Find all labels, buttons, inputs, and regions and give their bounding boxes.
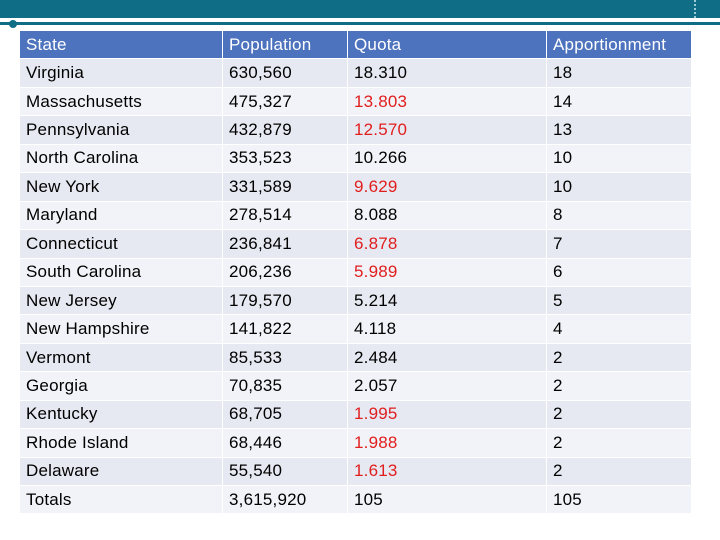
decorative-dots bbox=[694, 0, 712, 18]
cell-state: Connecticut bbox=[19, 229, 223, 259]
cell-apportionment: 13 bbox=[546, 115, 692, 145]
cell-population: 85,533 bbox=[222, 342, 348, 373]
table-row: Kentucky 68,705 1.995 2 bbox=[19, 399, 692, 430]
cell-population: 630,560 bbox=[222, 58, 348, 88]
apportionment-table: State Population Quota Apportionment Vir… bbox=[19, 29, 692, 515]
table-row: South Carolina 206,236 5.989 6 bbox=[19, 257, 692, 287]
cell-population: 68,446 bbox=[222, 428, 348, 458]
cell-population: 353,523 bbox=[222, 143, 348, 174]
table-row-totals: Totals 3,615,920 105 105 bbox=[19, 484, 692, 515]
cell-population: 68,705 bbox=[222, 399, 348, 430]
cell-state: New Hampshire bbox=[19, 314, 223, 344]
cell-population: 206,236 bbox=[222, 257, 348, 287]
cell-population: 475,327 bbox=[222, 86, 348, 117]
table-row: Massachusetts 475,327 13.803 14 bbox=[19, 86, 692, 117]
cell-apportionment: 10 bbox=[546, 143, 692, 174]
table-row: Vermont 85,533 2.484 2 bbox=[19, 342, 692, 373]
cell-quota: 5.989 bbox=[347, 257, 547, 287]
cell-state: South Carolina bbox=[19, 257, 223, 287]
cell-state: Georgia bbox=[19, 371, 223, 401]
table-row: Virginia 630,560 18.310 18 bbox=[19, 58, 692, 88]
table-row: Connecticut 236,841 6.878 7 bbox=[19, 229, 692, 259]
slide-top-band bbox=[0, 0, 720, 18]
cell-apportionment: 4 bbox=[546, 314, 692, 344]
cell-quota: 2.484 bbox=[347, 342, 547, 373]
cell-apportionment: 2 bbox=[546, 456, 692, 487]
header-apportionment: Apportionment bbox=[546, 29, 692, 60]
cell-population: 236,841 bbox=[222, 229, 348, 259]
cell-quota: 5.214 bbox=[347, 285, 547, 316]
cell-quota: 1.988 bbox=[347, 428, 547, 458]
table-row: Rhode Island 68,446 1.988 2 bbox=[19, 428, 692, 458]
table-row: Georgia 70,835 2.057 2 bbox=[19, 371, 692, 401]
cell-population: 55,540 bbox=[222, 456, 348, 487]
cell-quota: 8.088 bbox=[347, 200, 547, 231]
cell-apportionment: 6 bbox=[546, 257, 692, 287]
header-state: State bbox=[19, 29, 223, 60]
cell-quota: 13.803 bbox=[347, 86, 547, 117]
cell-population: 432,879 bbox=[222, 115, 348, 145]
table-header-row: State Population Quota Apportionment bbox=[19, 29, 692, 60]
table-row: North Carolina 353,523 10.266 10 bbox=[19, 143, 692, 174]
cell-state: New Jersey bbox=[19, 285, 223, 316]
header-quota: Quota bbox=[347, 29, 547, 60]
table-row: Maryland 278,514 8.088 8 bbox=[19, 200, 692, 231]
cell-apportionment: 105 bbox=[546, 484, 692, 515]
cell-state: Massachusetts bbox=[19, 86, 223, 117]
table-row: New Jersey 179,570 5.214 5 bbox=[19, 285, 692, 316]
cell-population: 278,514 bbox=[222, 200, 348, 231]
table-row: Pennsylvania 432,879 12.570 13 bbox=[19, 115, 692, 145]
cell-population: 141,822 bbox=[222, 314, 348, 344]
slide-top-rule bbox=[0, 22, 720, 25]
cell-state: Pennsylvania bbox=[19, 115, 223, 145]
cell-population: 331,589 bbox=[222, 172, 348, 202]
cell-quota: 18.310 bbox=[347, 58, 547, 88]
cell-quota: 2.057 bbox=[347, 371, 547, 401]
cell-state: Maryland bbox=[19, 200, 223, 231]
table-row: Delaware 55,540 1.613 2 bbox=[19, 456, 692, 487]
cell-apportionment: 2 bbox=[546, 428, 692, 458]
cell-quota: 6.878 bbox=[347, 229, 547, 259]
cell-state: Rhode Island bbox=[19, 428, 223, 458]
cell-apportionment: 5 bbox=[546, 285, 692, 316]
cell-quota: 10.266 bbox=[347, 143, 547, 174]
cell-quota: 4.118 bbox=[347, 314, 547, 344]
cell-quota: 12.570 bbox=[347, 115, 547, 145]
cell-quota: 1.995 bbox=[347, 399, 547, 430]
cell-apportionment: 7 bbox=[546, 229, 692, 259]
cell-apportionment: 2 bbox=[546, 371, 692, 401]
cell-quota: 9.629 bbox=[347, 172, 547, 202]
cell-state: Vermont bbox=[19, 342, 223, 373]
cell-state: Virginia bbox=[19, 58, 223, 88]
cell-state: Totals bbox=[19, 484, 223, 515]
cell-population: 3,615,920 bbox=[222, 484, 348, 515]
cell-population: 70,835 bbox=[222, 371, 348, 401]
cell-state: Delaware bbox=[19, 456, 223, 487]
cell-apportionment: 18 bbox=[546, 58, 692, 88]
cell-state: New York bbox=[19, 172, 223, 202]
cell-apportionment: 8 bbox=[546, 200, 692, 231]
slide-bullet-icon bbox=[9, 20, 17, 28]
cell-state: North Carolina bbox=[19, 143, 223, 174]
header-population: Population bbox=[222, 29, 348, 60]
cell-population: 179,570 bbox=[222, 285, 348, 316]
cell-apportionment: 10 bbox=[546, 172, 692, 202]
cell-quota: 1.613 bbox=[347, 456, 547, 487]
cell-apportionment: 2 bbox=[546, 399, 692, 430]
cell-state: Kentucky bbox=[19, 399, 223, 430]
table-row: New York 331,589 9.629 10 bbox=[19, 172, 692, 202]
cell-apportionment: 14 bbox=[546, 86, 692, 117]
cell-apportionment: 2 bbox=[546, 342, 692, 373]
cell-quota: 105 bbox=[347, 484, 547, 515]
table-row: New Hampshire 141,822 4.118 4 bbox=[19, 314, 692, 344]
